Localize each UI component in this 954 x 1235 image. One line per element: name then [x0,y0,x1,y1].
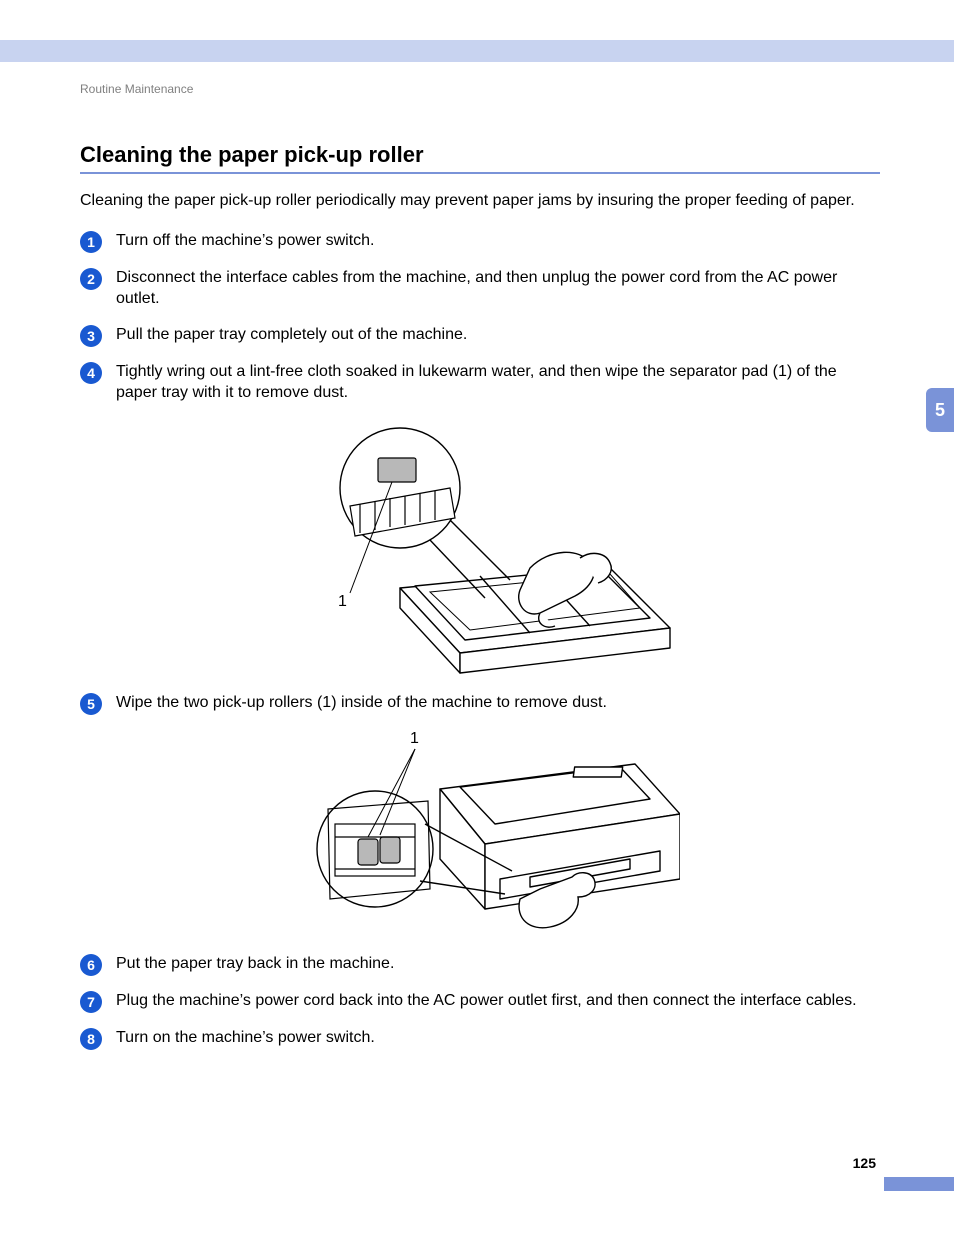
section-intro: Cleaning the paper pick-up roller period… [80,190,880,212]
figure-pickup-rollers-svg: 1 [280,729,680,939]
step-item: 7 Plug the machine’s power cord back int… [80,990,880,1013]
footer-accent [884,1177,954,1191]
step-item: 8 Turn on the machine’s power switch. [80,1027,880,1050]
figure2-callout-label: 1 [410,730,419,747]
step-item: 4 Tightly wring out a lint-free cloth so… [80,361,880,404]
step-number-badge: 2 [80,268,102,290]
breadcrumb: Routine Maintenance [80,82,880,96]
step-text: Turn on the machine’s power switch. [116,1027,880,1049]
step-number-badge: 6 [80,954,102,976]
step-item: 6 Put the paper tray back in the machine… [80,953,880,976]
page-content: Routine Maintenance Cleaning the paper p… [80,82,880,1064]
step-number-badge: 5 [80,693,102,715]
step-number-badge: 4 [80,362,102,384]
chapter-tab-label: 5 [935,400,945,421]
figure1-callout-label: 1 [338,593,347,610]
step-number-badge: 3 [80,325,102,347]
figure-separator-pad-svg: 1 [280,418,680,678]
page-number: 125 [853,1155,876,1171]
step-number-badge: 7 [80,991,102,1013]
step-text: Wipe the two pick-up rollers (1) inside … [116,692,880,714]
step-item: 1 Turn off the machine’s power switch. [80,230,880,253]
step-text: Put the paper tray back in the machine. [116,953,880,975]
figure-separator-pad: 1 [80,418,880,678]
chapter-tab: 5 [926,388,954,432]
step-item: 2 Disconnect the interface cables from t… [80,267,880,310]
step-text: Plug the machine’s power cord back into … [116,990,880,1012]
step-text: Tightly wring out a lint-free cloth soak… [116,361,880,404]
step-text: Pull the paper tray completely out of th… [116,324,880,346]
step-text: Disconnect the interface cables from the… [116,267,880,310]
header-bar [0,40,954,62]
figure-pickup-rollers: 1 [80,729,880,939]
step-item: 5 Wipe the two pick-up rollers (1) insid… [80,692,880,715]
step-text: Turn off the machine’s power switch. [116,230,880,252]
step-item: 3 Pull the paper tray completely out of … [80,324,880,347]
step-number-badge: 8 [80,1028,102,1050]
section-title: Cleaning the paper pick-up roller [80,142,880,174]
step-number-badge: 1 [80,231,102,253]
